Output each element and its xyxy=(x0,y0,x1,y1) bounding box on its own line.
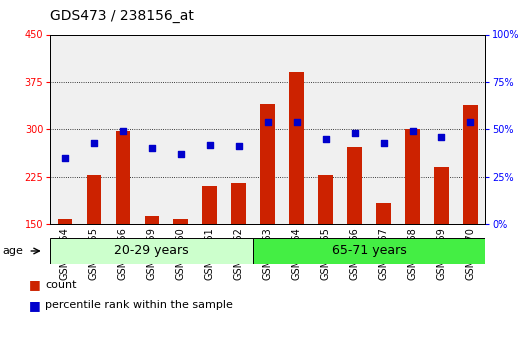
Bar xyxy=(260,104,275,224)
Text: 20-29 years: 20-29 years xyxy=(114,245,189,257)
Point xyxy=(321,136,330,142)
Bar xyxy=(86,175,101,224)
Text: age: age xyxy=(3,246,23,256)
Text: percentile rank within the sample: percentile rank within the sample xyxy=(45,300,233,310)
Point xyxy=(60,155,69,161)
Point xyxy=(206,142,214,147)
Bar xyxy=(145,216,159,224)
Bar xyxy=(58,219,72,224)
Bar xyxy=(463,105,478,224)
Text: ■: ■ xyxy=(29,278,41,291)
Bar xyxy=(50,238,253,264)
Point xyxy=(263,119,272,125)
Bar xyxy=(289,72,304,224)
Bar xyxy=(173,219,188,224)
Point xyxy=(350,130,359,136)
Bar xyxy=(347,147,362,224)
Bar xyxy=(376,203,391,224)
Bar xyxy=(202,186,217,224)
Bar xyxy=(319,175,333,224)
Bar xyxy=(405,129,420,224)
Point xyxy=(293,119,301,125)
Bar xyxy=(434,167,449,224)
Bar xyxy=(232,183,246,224)
Point xyxy=(234,144,243,149)
Point xyxy=(90,140,98,146)
Point xyxy=(119,129,127,134)
Text: 65-71 years: 65-71 years xyxy=(332,245,407,257)
Text: GDS473 / 238156_at: GDS473 / 238156_at xyxy=(50,9,194,23)
Text: count: count xyxy=(45,280,76,289)
Text: ■: ■ xyxy=(29,299,41,312)
Point xyxy=(176,151,185,157)
Point xyxy=(437,134,446,140)
Bar xyxy=(253,238,485,264)
Point xyxy=(147,146,156,151)
Bar xyxy=(116,131,130,224)
Point xyxy=(466,119,475,125)
Point xyxy=(379,140,388,146)
Point xyxy=(408,129,417,134)
